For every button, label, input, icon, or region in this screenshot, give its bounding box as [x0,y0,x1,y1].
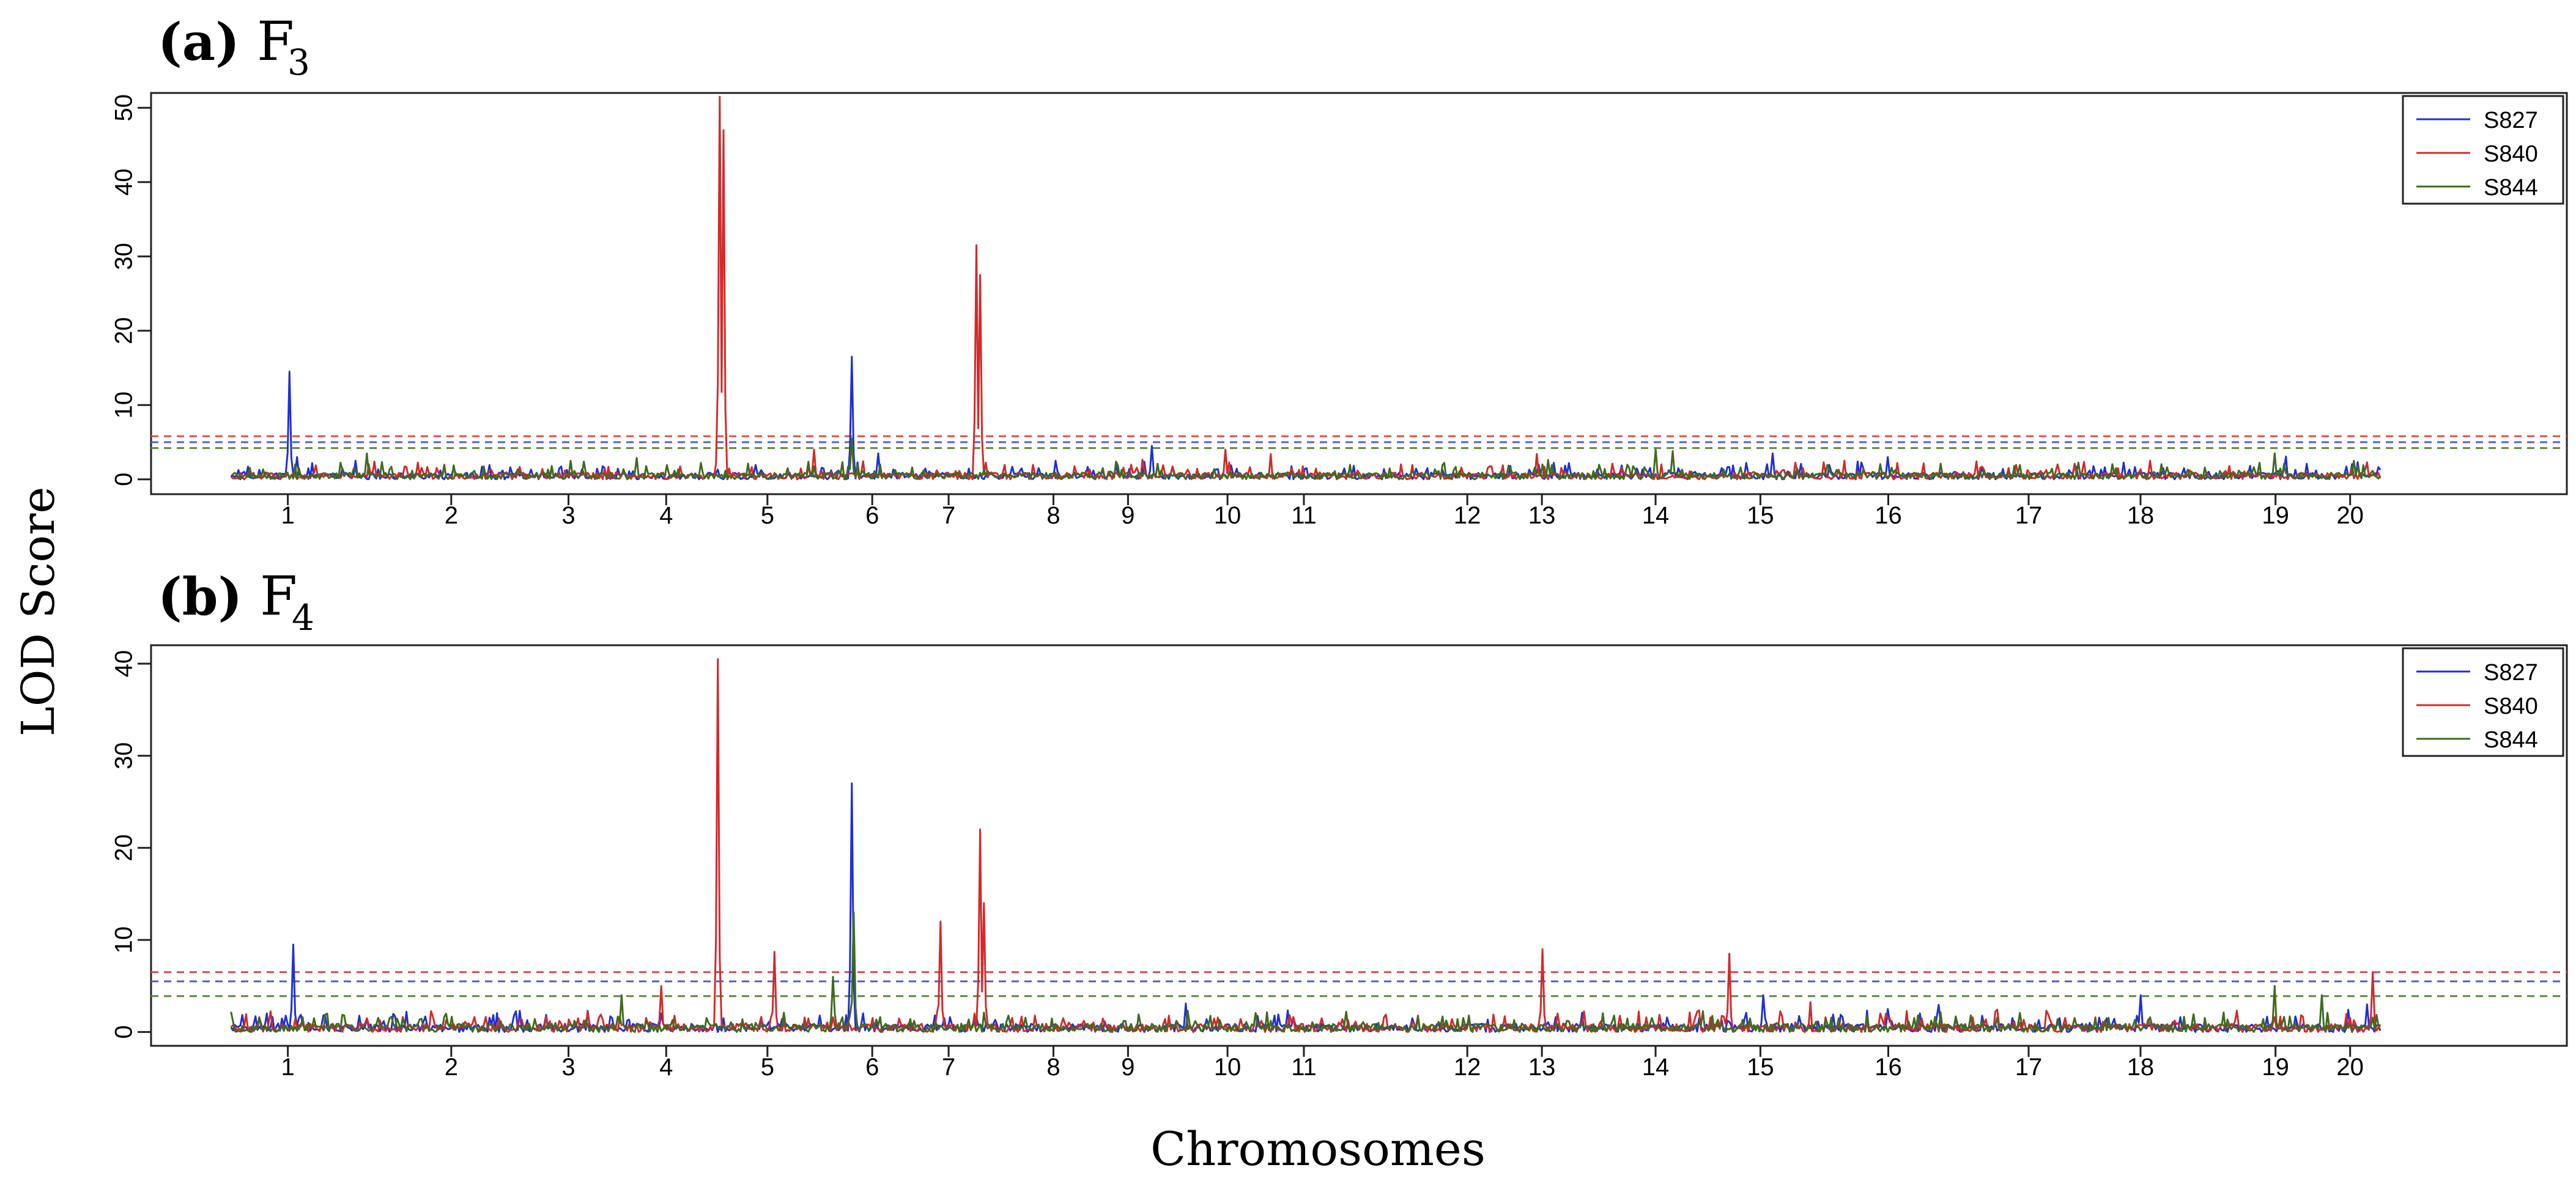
legend-label-s840: S840 [2484,141,2538,167]
chromosome-tick-label: 6 [865,1054,879,1081]
chromosome-tick-label: 12 [1454,1054,1481,1081]
legend-label-s844: S844 [2484,175,2538,201]
y-tick-label: 50 [111,94,138,122]
series-line-s840 [230,95,2382,481]
chromosome-tick-label: 16 [1875,1054,1902,1081]
chromosome-tick-label: 20 [2336,1054,2364,1081]
legend: S827 S840 S844 [2402,95,2564,205]
chromosome-tick-label: 9 [1121,1054,1134,1081]
chromosome-tick-label: 15 [1747,502,1774,529]
legend-label-s844: S844 [2484,727,2538,753]
chromosome-tick-label: 5 [761,502,774,529]
legend: S827 S840 S844 [2402,647,2564,757]
panel-title-b: F [260,565,297,627]
legend-box [2402,95,2564,205]
chromosome-tick-label: 8 [1046,502,1060,529]
panel-title-sub-a: 3 [287,42,310,83]
series-line-s844 [230,437,2382,481]
chromosome-tick-label: 15 [1747,1054,1774,1081]
legend-label-s827: S827 [2484,660,2538,686]
panel-title-sub-b: 4 [292,597,314,639]
chromosome-tick-label: 3 [561,1054,575,1081]
chromosome-tick-label: 6 [865,502,879,529]
series-line-s827 [230,782,2382,1033]
series-line-s827 [230,355,2382,481]
chromosome-tick-label: 2 [445,502,458,529]
chromosome-tick-label: 11 [1291,1054,1317,1081]
y-tick-label: 20 [111,834,138,862]
chromosome-tick-label: 18 [2127,1054,2155,1081]
legend-label-s827: S827 [2484,108,2538,133]
chromosome-tick-label: 2 [445,1054,458,1081]
chromosome-tick-label: 20 [2336,502,2364,529]
chromosome-tick-label: 14 [1642,1054,1670,1081]
series-line-s844 [230,911,2381,1033]
chromosome-tick-label: 3 [561,502,575,529]
chromosome-tick-label: 17 [2015,1054,2043,1081]
plot-frame [150,644,2568,1047]
chromosome-tick-label: 19 [2262,1054,2289,1081]
chromosome-tick-label: 18 [2127,502,2155,529]
chromosome-tick-label: 4 [659,502,673,529]
y-tick-label: 10 [111,927,138,954]
panel-label-a: (a) [158,12,240,72]
chromosome-tick-label: 17 [2015,502,2043,529]
chromosome-tick-label: 10 [1214,502,1242,529]
panel-label-b: (b) [158,566,242,627]
y-tick-label: 20 [111,317,138,344]
chromosome-tick-label: 12 [1454,502,1481,529]
legend-label-s840: S840 [2484,694,2538,719]
chromosome-tick-label: 11 [1291,502,1317,529]
y-tick-label: 0 [111,1025,138,1038]
series-line-s840 [230,658,2382,1033]
panel-title-a: F [257,10,294,73]
chromosome-tick-label: 13 [1528,502,1556,529]
chromosome-tick-label: 4 [659,1054,673,1081]
chromosome-tick-label: 19 [2262,502,2289,529]
y-tick-label: 30 [111,742,138,769]
y-tick-label: 40 [111,650,138,678]
chromosome-tick-label: 1 [281,502,295,529]
chromosome-tick-label: 9 [1121,502,1134,529]
y-axis-label: LOD Score [12,487,65,737]
chromosome-tick-label: 10 [1214,1054,1242,1081]
y-tick-label: 30 [111,243,138,270]
chromosome-tick-label: 14 [1642,502,1670,529]
x-axis-label: Chromosomes [1150,1122,1486,1176]
y-tick-label: 40 [111,169,138,196]
chromosome-tick-label: 16 [1875,502,1902,529]
chromosome-tick-label: 5 [761,1054,774,1081]
chromosome-tick-label: 13 [1528,1054,1556,1081]
y-tick-label: 0 [111,473,138,486]
chromosome-tick-label: 1 [281,1054,295,1081]
chromosome-tick-label: 8 [1046,1054,1060,1081]
plot-frame [150,92,2568,495]
y-tick-label: 10 [111,391,138,419]
chromosome-tick-label: 7 [942,1054,955,1081]
chromosome-tick-label: 7 [942,502,955,529]
legend-box [2402,647,2564,757]
